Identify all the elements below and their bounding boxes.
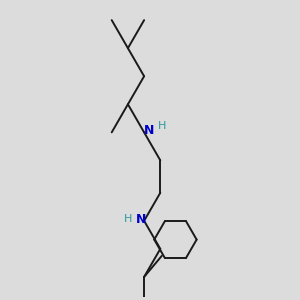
Text: H: H (124, 214, 132, 224)
Text: N: N (135, 213, 146, 226)
Text: N: N (144, 124, 154, 137)
Text: H: H (158, 121, 166, 131)
